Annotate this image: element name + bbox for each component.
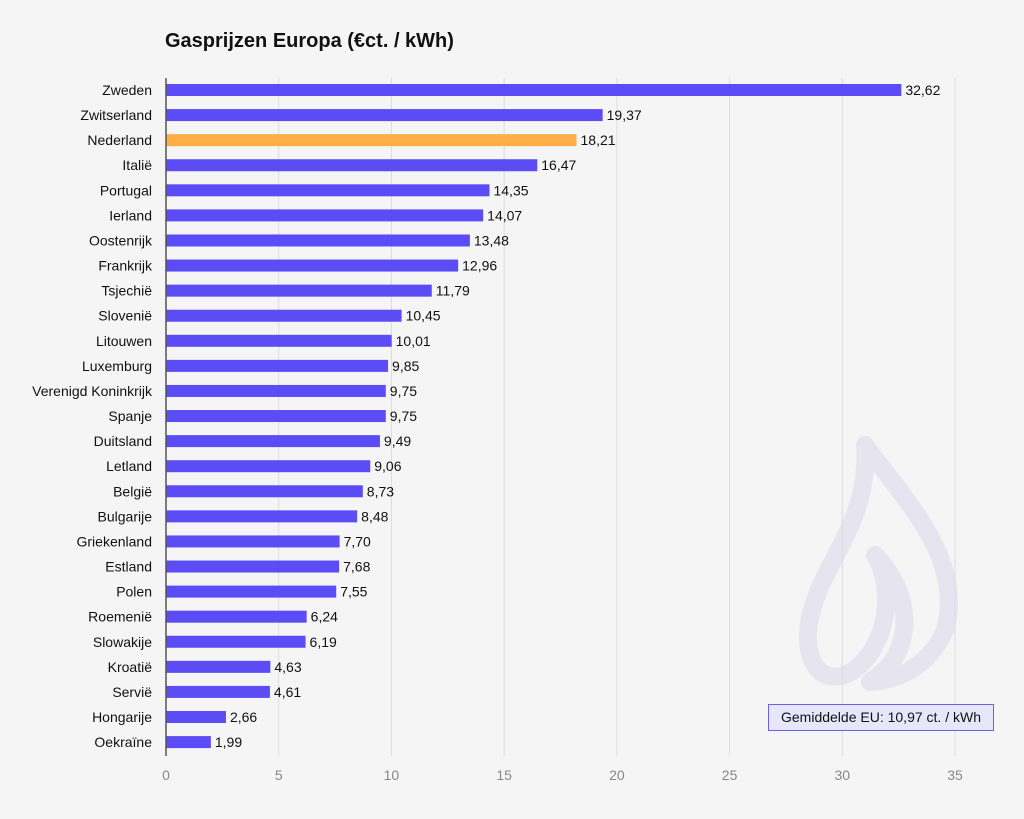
bar: [166, 535, 340, 548]
bar: [166, 435, 380, 448]
bar-value-label: 6,19: [310, 634, 337, 650]
x-tick-label: 35: [947, 767, 963, 783]
bar: [166, 560, 340, 573]
eu-average-annotation: Gemiddelde EU: 10,97 ct. / kWh: [768, 704, 994, 731]
bar-value-label: 13,48: [474, 232, 509, 248]
flame-icon: [798, 436, 958, 691]
category-label: België: [113, 483, 152, 499]
bar: [166, 585, 337, 598]
category-label: Hongarije: [92, 709, 152, 725]
x-tick-label: 5: [275, 767, 283, 783]
bar: [166, 159, 538, 172]
category-label: Italië: [122, 157, 152, 173]
bar-value-label: 7,70: [344, 533, 371, 549]
category-label: Spanje: [108, 408, 152, 424]
bar: [166, 184, 490, 197]
category-label: Zwitserland: [80, 107, 152, 123]
category-label: Slowakije: [93, 634, 152, 650]
bar: [166, 109, 603, 122]
category-label: Verenigd Koninkrijk: [32, 383, 153, 399]
x-tick-label: 10: [384, 767, 400, 783]
bar-value-label: 19,37: [607, 107, 642, 123]
bar: [166, 660, 271, 673]
category-label: Servië: [112, 684, 152, 700]
bar: [166, 134, 577, 147]
bar-value-label: 14,35: [493, 182, 528, 198]
category-label: Ierland: [109, 207, 152, 223]
bar-value-label: 8,73: [367, 483, 394, 499]
bar-value-label: 9,75: [390, 408, 417, 424]
bar-value-label: 7,55: [340, 584, 367, 600]
bar-value-label: 4,61: [274, 684, 301, 700]
bar-value-label: 9,85: [392, 358, 419, 374]
bar: [166, 384, 386, 397]
bar-value-label: 2,66: [230, 709, 257, 725]
bar: [166, 259, 459, 272]
bar-value-label: 9,75: [390, 383, 417, 399]
category-label: Bulgarije: [98, 508, 153, 524]
bar-value-label: 11,79: [436, 283, 470, 299]
category-label: Zweden: [102, 82, 152, 98]
bar-value-label: 8,48: [361, 508, 388, 524]
bar-value-label: 10,01: [396, 333, 431, 349]
bar: [166, 284, 432, 297]
value-labels: 32,62 19,37 18,21 16,47 14,35 14,07 13,48 12,96…: [215, 82, 941, 750]
bar: [166, 736, 211, 749]
chart-title: Gasprijzen Europa (€ct. / kWh): [165, 30, 454, 52]
bar: [166, 635, 306, 648]
bar-value-label: 9,06: [374, 458, 401, 474]
x-tick-label: 20: [609, 767, 625, 783]
category-label: Estland: [105, 559, 152, 575]
bar-value-label: 10,45: [406, 308, 441, 324]
bar-value-label: 32,62: [905, 82, 940, 98]
bar-value-label: 16,47: [541, 157, 576, 173]
bar: [166, 510, 358, 523]
category-label: Frankrijk: [98, 258, 153, 274]
category-label: Oekraïne: [94, 734, 152, 750]
bar: [166, 711, 226, 723]
category-labels: Zweden Zwitserland Nederland Italië Portugal…: [32, 82, 153, 750]
x-tick-labels: 0 5 10 15 20 25 30 35: [162, 767, 963, 783]
bar: [166, 209, 484, 222]
bar-value-label: 1,99: [215, 734, 242, 750]
x-tick-label: 0: [162, 767, 170, 783]
x-tick-label: 15: [496, 767, 512, 783]
bar: [166, 610, 307, 623]
bar-value-label: 9,49: [384, 433, 411, 449]
bar: [166, 460, 371, 473]
bar-value-label: 12,96: [462, 258, 497, 274]
x-tick-label: 25: [722, 767, 738, 783]
bar-value-label: 14,07: [487, 207, 522, 223]
category-label: Litouwen: [96, 333, 152, 349]
category-label: Kroatië: [108, 659, 153, 675]
category-label: Tsjechië: [101, 283, 152, 299]
bar-value-label: 18,21: [581, 132, 616, 148]
category-label: Nederland: [87, 132, 152, 148]
category-label: Luxemburg: [82, 358, 152, 374]
category-label: Roemenië: [88, 609, 152, 625]
category-label: Slovenië: [98, 308, 152, 324]
bar: [166, 485, 363, 498]
bar: [166, 84, 902, 96]
bar: [166, 685, 270, 698]
bar: [166, 410, 386, 423]
bar-value-label: 7,68: [343, 559, 370, 575]
bar: [166, 309, 402, 322]
category-label: Letland: [106, 458, 152, 474]
category-label: Polen: [116, 584, 152, 600]
bars: [166, 84, 902, 749]
category-label: Portugal: [100, 182, 152, 198]
bar-value-label: 4,63: [274, 659, 301, 675]
category-label: Duitsland: [94, 433, 152, 449]
x-tick-label: 30: [834, 767, 850, 783]
bar: [166, 359, 389, 372]
category-label: Oostenrijk: [89, 232, 153, 248]
bar: [166, 334, 392, 347]
bar: [166, 234, 470, 247]
category-label: Griekenland: [77, 533, 153, 549]
bar-value-label: 6,24: [311, 609, 338, 625]
